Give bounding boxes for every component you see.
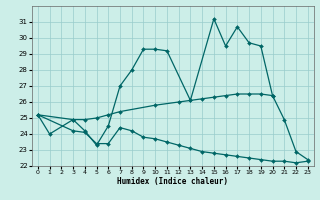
X-axis label: Humidex (Indice chaleur): Humidex (Indice chaleur) bbox=[117, 177, 228, 186]
